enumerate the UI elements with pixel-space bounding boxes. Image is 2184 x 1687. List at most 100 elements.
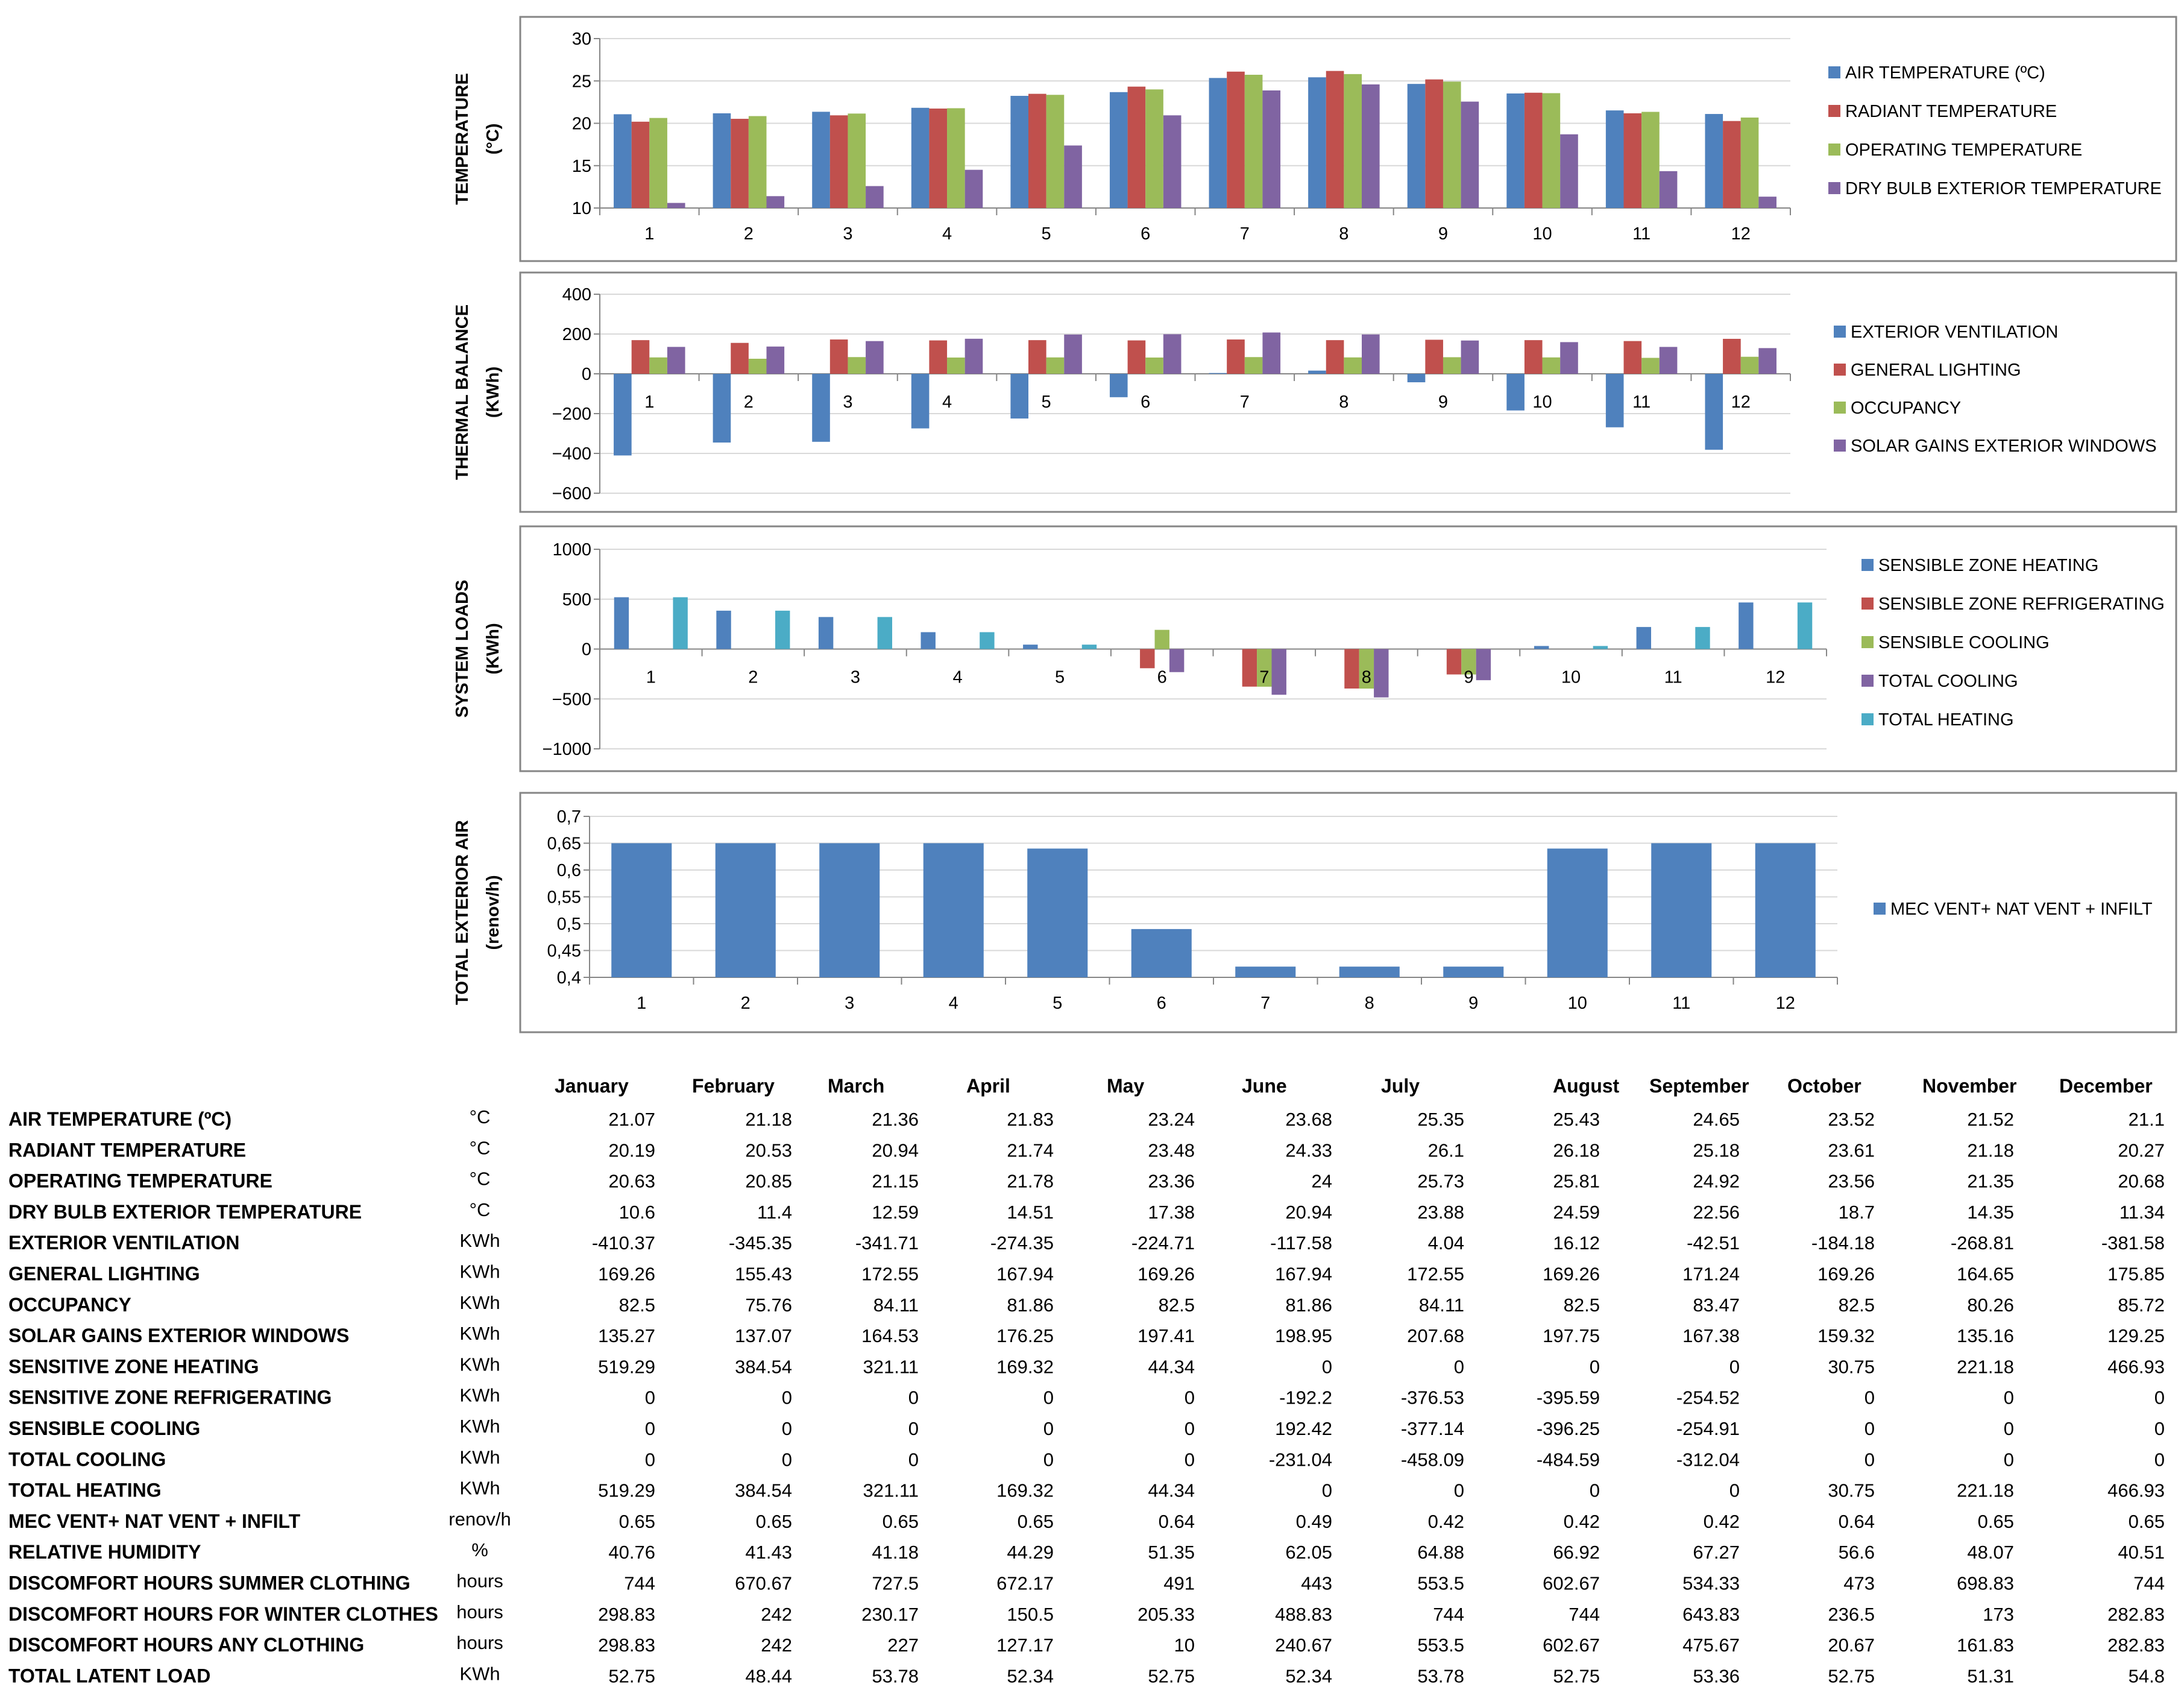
table-cell: 167.94 bbox=[1275, 1264, 1332, 1285]
y-axis-title: TEMPERATURE bbox=[453, 73, 472, 205]
table-cell: -381.58 bbox=[2101, 1232, 2165, 1253]
x-tick-label: 5 bbox=[1042, 224, 1051, 244]
table-cell: 384.54 bbox=[735, 1480, 792, 1501]
table-row: SENSITIVE ZONE HEATING KWh 519.29 384.54 321… bbox=[8, 1354, 2165, 1377]
table-cell: -312.04 bbox=[1676, 1449, 1740, 1470]
table-cell: 0 bbox=[1185, 1449, 1195, 1470]
bar bbox=[829, 115, 848, 208]
x-tick-label: 10 bbox=[1532, 393, 1552, 412]
bar bbox=[1308, 77, 1326, 208]
table-cell: 161.83 bbox=[1957, 1635, 2014, 1656]
row-unit: °C bbox=[470, 1137, 491, 1158]
table-cell: 26.18 bbox=[1553, 1140, 1600, 1161]
row-unit: KWh bbox=[459, 1446, 500, 1468]
bar bbox=[713, 113, 731, 208]
bar bbox=[829, 339, 848, 374]
column-header: May bbox=[1107, 1075, 1144, 1097]
bar bbox=[1547, 848, 1608, 977]
bar bbox=[911, 107, 930, 208]
table-cell: 466.93 bbox=[2107, 1480, 2165, 1501]
column-header: October bbox=[1787, 1075, 1861, 1097]
table-cell: 135.27 bbox=[598, 1325, 655, 1346]
table-cell: 0 bbox=[1865, 1387, 1875, 1408]
x-tick-label: 2 bbox=[741, 994, 751, 1013]
table-cell: 0 bbox=[645, 1449, 655, 1470]
bar bbox=[1244, 357, 1263, 374]
table-cell: 298.83 bbox=[598, 1635, 655, 1656]
table-cell: 62.05 bbox=[1285, 1542, 1332, 1563]
bar bbox=[980, 632, 995, 649]
table-cell: 0 bbox=[908, 1418, 919, 1439]
bar bbox=[911, 374, 930, 429]
bar bbox=[673, 597, 688, 649]
y-tick-label: 0 bbox=[582, 640, 591, 660]
table-cell: 643.83 bbox=[1682, 1604, 1740, 1625]
table-cell: 52.75 bbox=[1553, 1665, 1600, 1686]
bar bbox=[1758, 348, 1776, 374]
legend-label: SOLAR GAINS EXTERIOR WINDOWS bbox=[1851, 437, 2157, 456]
bar bbox=[731, 119, 749, 208]
table-cell: 20.94 bbox=[872, 1140, 919, 1161]
bar bbox=[1344, 74, 1362, 208]
bar bbox=[929, 109, 948, 208]
table-cell: 744 bbox=[1569, 1604, 1600, 1625]
bar bbox=[611, 843, 672, 977]
table-cell: 242 bbox=[761, 1604, 792, 1625]
bar bbox=[1461, 101, 1479, 208]
bar bbox=[1257, 649, 1272, 687]
table-cell: 23.24 bbox=[1148, 1109, 1195, 1130]
table-cell: 129.25 bbox=[2107, 1325, 2165, 1346]
legend-swatch bbox=[1861, 598, 1874, 610]
x-tick-label: 6 bbox=[1141, 224, 1150, 244]
table-cell: 24.92 bbox=[1693, 1171, 1740, 1192]
table-cell: 0 bbox=[1185, 1418, 1195, 1439]
column-header: November bbox=[1922, 1075, 2017, 1097]
table-cell: 534.33 bbox=[1682, 1573, 1740, 1594]
table-row: AIR TEMPERATURE (ºC) °C 21.07 21.18 21.36 21.… bbox=[8, 1106, 2165, 1130]
table-cell: 172.55 bbox=[1407, 1264, 1464, 1285]
bar bbox=[1740, 117, 1759, 208]
table-cell: 744 bbox=[1433, 1604, 1464, 1625]
x-tick-label: 5 bbox=[1053, 994, 1062, 1013]
table-cell: 82.5 bbox=[619, 1294, 655, 1316]
legend-label: SENSIBLE ZONE HEATING bbox=[1878, 556, 2098, 575]
table-cell: 0 bbox=[1185, 1387, 1195, 1408]
row-label: TOTAL COOLING bbox=[8, 1448, 166, 1470]
y-tick-label: 0 bbox=[582, 365, 591, 384]
table-cell: 25.43 bbox=[1553, 1109, 1600, 1130]
bar bbox=[1227, 71, 1245, 208]
row-label: MEC VENT+ NAT VENT + INFILT bbox=[8, 1510, 301, 1532]
table-cell: 67.27 bbox=[1693, 1542, 1740, 1563]
table-cell: 53.78 bbox=[872, 1665, 919, 1686]
x-tick-label: 3 bbox=[851, 668, 860, 687]
table-cell: 0 bbox=[1043, 1387, 1054, 1408]
table-cell: 221.18 bbox=[1957, 1480, 2014, 1501]
x-tick-label: 8 bbox=[1339, 393, 1348, 412]
bar bbox=[1271, 649, 1286, 695]
table-row: MEC VENT+ NAT VENT + INFILT renov/h 0.65 0.… bbox=[8, 1509, 2165, 1532]
bar bbox=[1209, 373, 1227, 374]
table-cell: 175.85 bbox=[2107, 1264, 2165, 1285]
bar bbox=[1443, 966, 1504, 977]
row-unit: KWh bbox=[459, 1323, 500, 1344]
x-tick-label: 5 bbox=[1055, 668, 1065, 687]
y-tick-label: 10 bbox=[572, 199, 591, 218]
x-tick-label: 7 bbox=[1240, 224, 1250, 244]
table-cell: 227 bbox=[887, 1635, 919, 1656]
row-label: SENSIBLE COOLING bbox=[8, 1417, 200, 1439]
table-cell: 127.17 bbox=[996, 1635, 1054, 1656]
row-unit: hours bbox=[456, 1601, 503, 1622]
bar bbox=[947, 357, 965, 374]
table-cell: 44.29 bbox=[1007, 1542, 1054, 1563]
table-row: TOTAL COOLING KWh 0 0 0 0 0 -231.04 -458.09 -484.… bbox=[8, 1446, 2165, 1470]
row-unit: KWh bbox=[459, 1663, 500, 1684]
bar bbox=[1425, 339, 1443, 374]
bar bbox=[1542, 357, 1561, 374]
table-cell: 23.68 bbox=[1285, 1109, 1332, 1130]
bar bbox=[1145, 89, 1163, 208]
bar bbox=[766, 196, 785, 208]
legend-label: TOTAL HEATING bbox=[1878, 710, 2014, 730]
x-tick-label: 1 bbox=[637, 994, 646, 1013]
bar bbox=[1127, 86, 1146, 208]
table-cell: 14.35 bbox=[1967, 1202, 2014, 1223]
